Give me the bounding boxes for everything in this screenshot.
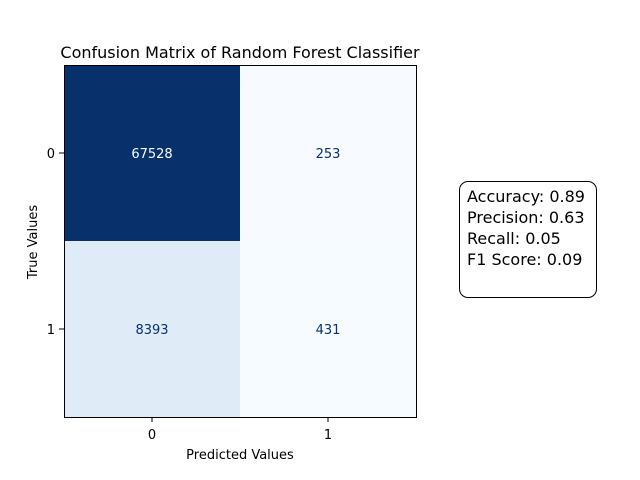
y-tick-label: 0 xyxy=(47,147,55,162)
matrix-cell-1-1 xyxy=(240,241,416,417)
f1-score-text: F1 Score: 0.09 xyxy=(467,250,583,269)
precision-text: Precision: 0.63 xyxy=(467,208,585,227)
matrix-cell-0-1 xyxy=(240,65,416,241)
matrix-cell-1-0 xyxy=(64,241,240,417)
matrix-cell-0-0 xyxy=(64,65,240,241)
y-tick-label: 1 xyxy=(47,323,55,338)
matrix-cell-value-1-0: 8393 xyxy=(135,323,168,338)
chart-title: Confusion Matrix of Random Forest Classi… xyxy=(60,43,420,62)
x-tick-label: 0 xyxy=(148,428,156,443)
x-axis-label: Predicted Values xyxy=(186,448,294,463)
recall-text: Recall: 0.05 xyxy=(467,229,561,248)
axis-ticks: 0 1 0 1 xyxy=(47,147,332,443)
matrix-cell-value-0-0: 67528 xyxy=(131,147,172,162)
matrix-cells: 67528 253 8393 431 xyxy=(64,65,416,417)
matrix-cell-value-1-1: 431 xyxy=(316,323,341,338)
matrix-cell-value-0-1: 253 xyxy=(316,147,341,162)
y-axis-label: True Values xyxy=(26,205,41,280)
plot-frame xyxy=(64,65,417,418)
accuracy-text: Accuracy: 0.89 xyxy=(467,187,585,206)
metrics-box: Accuracy: 0.89 Precision: 0.63 Recall: 0… xyxy=(459,181,597,298)
x-tick-label: 1 xyxy=(324,428,332,443)
